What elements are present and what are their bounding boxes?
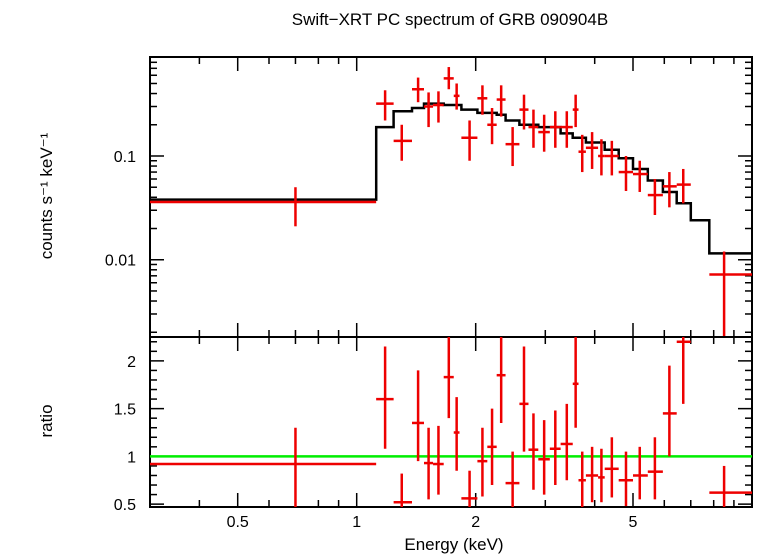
ratio-data-point	[443, 337, 454, 419]
ratio-panel: 0.5 1 2 5 0.5 1 1.5 2	[114, 336, 753, 531]
ratio-y-tick-label: 1.5	[114, 402, 136, 419]
x-tick-label: 5	[629, 514, 638, 531]
ratio-data-point	[424, 427, 434, 500]
ratio-data-point	[598, 448, 605, 503]
spectrum-data-point	[560, 111, 573, 148]
ratio-data-point	[453, 397, 460, 471]
spectrum-data-point	[528, 109, 539, 148]
ratio-data-point	[505, 451, 520, 507]
spectrum-data-point	[393, 124, 412, 161]
ratio-data-point	[433, 425, 444, 495]
ratio-data-point	[549, 410, 561, 486]
ratio-data-point	[662, 365, 677, 457]
ratio-data-point	[572, 337, 579, 428]
spectrum-data-point	[424, 92, 434, 128]
chart-title: Swift−XRT PC spectrum of GRB 090904B	[292, 10, 608, 29]
spectrum-y-tick-label: 0.01	[105, 253, 136, 270]
spectrum-data-point	[519, 94, 529, 130]
spectrum-data-point	[662, 172, 677, 208]
x-tick-label: 1	[352, 514, 361, 531]
spectrum-data-point	[598, 139, 605, 176]
spectrum-data-point	[411, 77, 425, 103]
spectrum-data-point	[676, 168, 691, 204]
spectrum-data-point	[477, 85, 488, 115]
spectrum-data-point	[496, 85, 506, 117]
ratio-y-tick-label: 2	[127, 354, 136, 371]
ratio-data-point	[538, 420, 550, 495]
spectrum-data-point	[572, 94, 579, 128]
ratio-data-point	[560, 403, 573, 481]
spectrum-data-point	[433, 91, 444, 123]
spectrum-data-point	[549, 111, 561, 148]
spectrum-frame	[149, 56, 753, 338]
ratio-y-tick-label: 0.5	[114, 497, 136, 514]
spectrum-data-point	[453, 83, 460, 110]
spectrum-y-tick-label: 0.1	[114, 149, 136, 166]
spectrum-data-point	[461, 120, 478, 161]
ratio-data-point	[647, 437, 663, 500]
spectrum-data-point	[376, 90, 394, 121]
spectrum-data-point	[633, 160, 648, 192]
ratio-data-point	[477, 427, 488, 497]
ratio-data-point	[150, 427, 377, 507]
ratio-y-tick-label: 1	[127, 449, 136, 466]
spectrum-panel: 0.01 0.1	[105, 56, 753, 338]
ratio-data-point	[496, 337, 506, 423]
ratio-data-point	[709, 465, 752, 507]
spectrum-data-point	[585, 132, 599, 169]
ratio-data-point	[519, 346, 529, 452]
ratio-data-point	[487, 408, 497, 486]
spectrum-data-point	[618, 155, 634, 191]
spectrum-data-point	[150, 187, 377, 227]
ratio-data-point	[376, 346, 394, 449]
ratio-data-point	[585, 446, 599, 503]
ratio-data-point	[411, 370, 425, 462]
spectrum-data-point	[709, 251, 752, 337]
ratio-frame	[149, 336, 753, 508]
ratio-data-point	[393, 473, 412, 507]
spectrum-data-point	[538, 114, 550, 152]
spectrum-data-point	[604, 140, 619, 176]
x-axis-label: Energy (keV)	[404, 535, 503, 554]
ratio-data-point	[528, 413, 539, 490]
spectrum-data-point	[578, 134, 586, 173]
model-step-line	[150, 102, 752, 255]
ratio-data-point	[578, 451, 586, 507]
spectrum-y-axis-label: counts s⁻¹ keV⁻¹	[37, 132, 56, 259]
x-tick-label: 2	[471, 514, 480, 531]
spectrum-data-point	[443, 67, 454, 90]
spectrum-data-point	[647, 179, 663, 215]
ratio-data-point	[461, 470, 478, 507]
ratio-data-point	[633, 446, 648, 500]
spectrum-data-point	[505, 127, 520, 167]
spectrum-data-point	[487, 108, 497, 145]
ratio-data-point	[676, 337, 691, 404]
x-tick-label: 0.5	[227, 514, 249, 531]
ratio-y-axis-label: ratio	[37, 404, 56, 437]
ratio-data-point	[604, 437, 619, 498]
ratio-data-point	[618, 451, 634, 507]
